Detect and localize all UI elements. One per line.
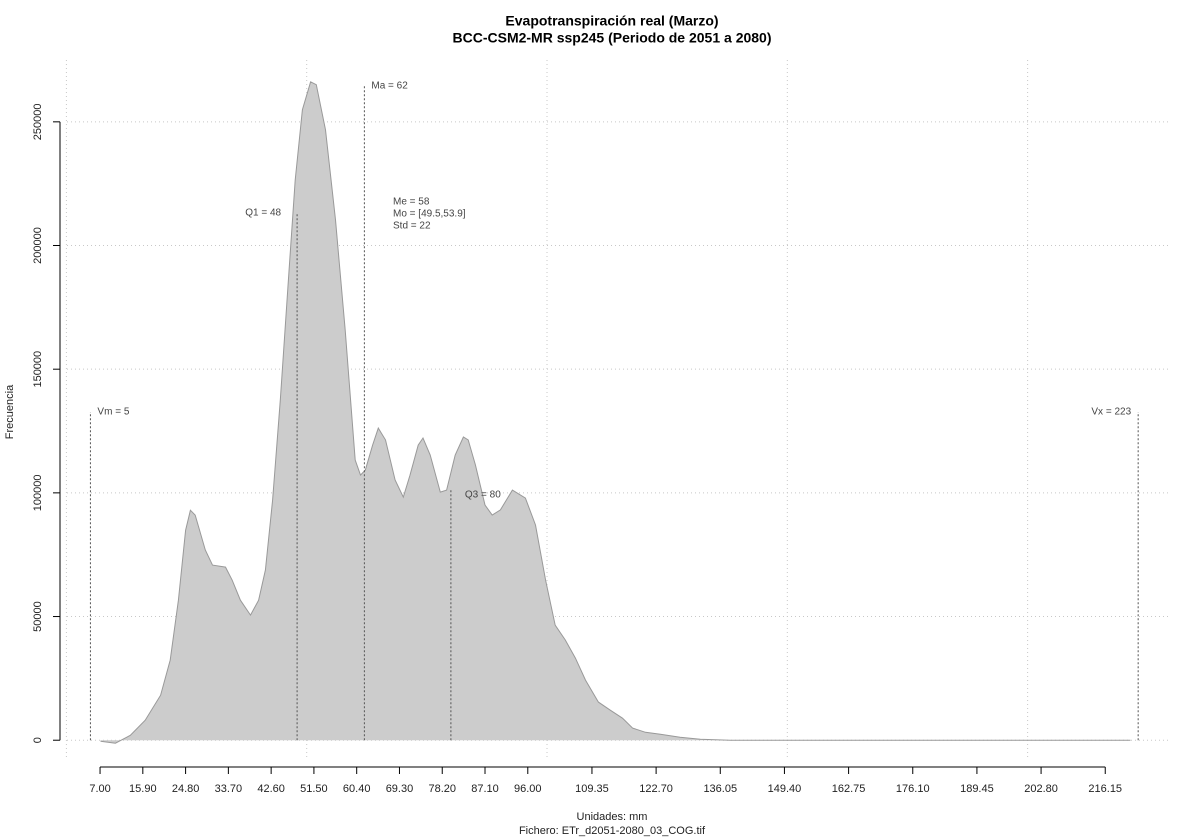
x-tick-label: 136.05: [703, 783, 737, 795]
x-tick-label: 122.70: [639, 783, 673, 795]
y-tick-label: 250000: [32, 103, 44, 140]
x-tick-label: 51.50: [300, 783, 328, 795]
x-tick-label: 7.00: [89, 783, 110, 795]
x-tick-label: 24.80: [172, 783, 200, 795]
stat-label: Q3 = 80: [465, 490, 501, 501]
y-tick-label: 100000: [32, 475, 44, 512]
stat-label: Ma = 62: [371, 81, 408, 92]
density-area: [100, 81, 1131, 744]
x-tick-label: 149.40: [768, 783, 802, 795]
x-tick-label: 87.10: [471, 783, 499, 795]
stat-text: Std = 22: [393, 221, 431, 232]
y-axis-label: Frecuencia: [4, 384, 16, 439]
x-tick-label: 15.90: [129, 783, 157, 795]
x-tick-label: 33.70: [215, 783, 243, 795]
density-line: [100, 81, 1131, 744]
x-tick-label: 78.20: [428, 783, 456, 795]
stat-text: Me = 58: [393, 197, 430, 208]
stat-label: Vx = 223: [1091, 407, 1131, 418]
x-tick-label: 189.45: [960, 783, 994, 795]
x-tick-label: 60.40: [343, 783, 371, 795]
x-tick-label: 216.15: [1088, 783, 1122, 795]
y-tick-label: 50000: [32, 601, 44, 632]
y-tick-label: 0: [32, 737, 44, 743]
x-tick-label: 109.35: [575, 783, 609, 795]
x-tick-label: 69.30: [386, 783, 414, 795]
x-tick-label: 162.75: [832, 783, 866, 795]
stat-label: Vm = 5: [97, 407, 129, 418]
x-tick-label: 96.00: [514, 783, 542, 795]
x-tick-label: 202.80: [1024, 783, 1058, 795]
stat-text: Mo = [49.5,53.9]: [393, 209, 466, 220]
stat-label: Q1 = 48: [245, 208, 281, 219]
caption: Fichero: ETr_d2051-2080_03_COG.tif: [519, 825, 706, 837]
x-tick-label: 176.10: [896, 783, 930, 795]
chart-title: Evapotranspiración real (Marzo): [505, 13, 718, 29]
y-tick-label: 150000: [32, 351, 44, 388]
y-tick-label: 200000: [32, 227, 44, 264]
x-axis-label: Unidades: mm: [577, 811, 648, 823]
chart-subtitle: BCC-CSM2-MR ssp245 (Periodo de 2051 a 20…: [453, 30, 772, 46]
x-tick-label: 42.60: [257, 783, 285, 795]
